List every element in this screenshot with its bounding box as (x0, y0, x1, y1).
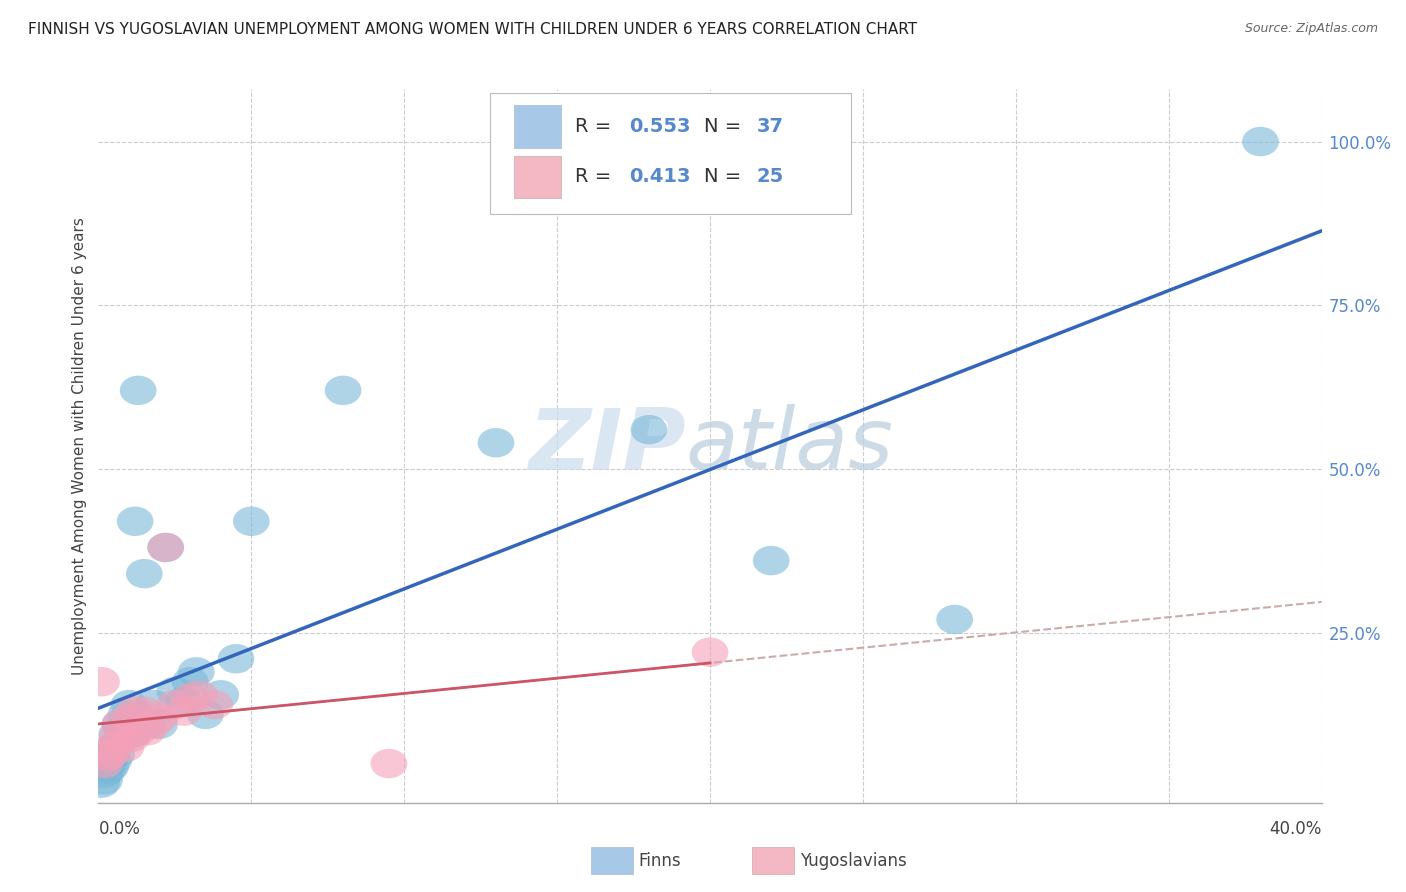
Ellipse shape (630, 415, 668, 444)
Text: 0.0%: 0.0% (98, 820, 141, 838)
Ellipse shape (96, 732, 132, 762)
Ellipse shape (127, 559, 163, 589)
Ellipse shape (752, 546, 790, 575)
Ellipse shape (96, 746, 132, 775)
Text: ZIP: ZIP (527, 404, 686, 488)
Ellipse shape (93, 739, 129, 768)
Ellipse shape (83, 667, 120, 697)
Text: N =: N = (704, 167, 748, 186)
Ellipse shape (197, 690, 233, 719)
Ellipse shape (181, 680, 218, 709)
Ellipse shape (166, 687, 202, 716)
Text: 0.553: 0.553 (630, 117, 690, 136)
Text: N =: N = (704, 117, 748, 136)
Ellipse shape (179, 657, 215, 687)
Ellipse shape (86, 758, 122, 788)
Text: atlas: atlas (686, 404, 894, 488)
Ellipse shape (187, 699, 224, 729)
Ellipse shape (93, 742, 129, 772)
Ellipse shape (148, 533, 184, 562)
Ellipse shape (89, 742, 127, 772)
Ellipse shape (98, 719, 135, 748)
Ellipse shape (371, 748, 408, 778)
Ellipse shape (166, 697, 202, 726)
Ellipse shape (692, 638, 728, 667)
Ellipse shape (117, 697, 153, 726)
Text: R =: R = (575, 167, 619, 186)
Ellipse shape (325, 376, 361, 405)
Text: 37: 37 (756, 117, 783, 136)
Ellipse shape (156, 690, 193, 719)
Ellipse shape (120, 376, 156, 405)
Ellipse shape (478, 428, 515, 458)
Text: 25: 25 (756, 167, 783, 186)
Ellipse shape (936, 605, 973, 634)
Ellipse shape (89, 748, 127, 778)
Text: 0.413: 0.413 (630, 167, 690, 186)
Ellipse shape (83, 768, 120, 797)
Ellipse shape (93, 752, 129, 781)
Ellipse shape (114, 719, 150, 748)
Ellipse shape (86, 748, 122, 778)
Ellipse shape (98, 739, 135, 768)
Ellipse shape (98, 723, 135, 752)
Ellipse shape (129, 709, 166, 739)
Text: Source: ZipAtlas.com: Source: ZipAtlas.com (1244, 22, 1378, 36)
Ellipse shape (172, 683, 208, 713)
Ellipse shape (1241, 127, 1279, 156)
Text: Finns: Finns (638, 852, 681, 870)
Ellipse shape (135, 690, 172, 719)
FancyBboxPatch shape (515, 155, 561, 198)
Ellipse shape (111, 703, 148, 732)
FancyBboxPatch shape (489, 93, 851, 214)
Ellipse shape (111, 690, 148, 719)
Ellipse shape (135, 709, 172, 739)
Ellipse shape (108, 732, 145, 762)
Ellipse shape (218, 644, 254, 673)
Text: FINNISH VS YUGOSLAVIAN UNEMPLOYMENT AMONG WOMEN WITH CHILDREN UNDER 6 YEARS CORR: FINNISH VS YUGOSLAVIAN UNEMPLOYMENT AMON… (28, 22, 917, 37)
Ellipse shape (108, 699, 145, 729)
Ellipse shape (202, 680, 239, 709)
Ellipse shape (86, 765, 122, 795)
Ellipse shape (101, 709, 138, 739)
Text: 40.0%: 40.0% (1270, 820, 1322, 838)
Ellipse shape (127, 697, 163, 726)
Ellipse shape (129, 716, 166, 746)
Ellipse shape (104, 719, 141, 748)
Ellipse shape (89, 756, 127, 785)
Ellipse shape (141, 709, 179, 739)
Ellipse shape (233, 507, 270, 536)
Ellipse shape (96, 732, 132, 762)
Text: R =: R = (575, 117, 619, 136)
Ellipse shape (117, 507, 153, 536)
Ellipse shape (141, 703, 179, 732)
FancyBboxPatch shape (515, 105, 561, 148)
Ellipse shape (156, 677, 193, 706)
Ellipse shape (104, 723, 141, 752)
Ellipse shape (101, 709, 138, 739)
Y-axis label: Unemployment Among Women with Children Under 6 years: Unemployment Among Women with Children U… (72, 217, 87, 675)
Ellipse shape (172, 667, 208, 697)
Ellipse shape (114, 723, 150, 752)
Ellipse shape (120, 716, 156, 746)
Text: Yugoslavians: Yugoslavians (800, 852, 907, 870)
Ellipse shape (148, 533, 184, 562)
